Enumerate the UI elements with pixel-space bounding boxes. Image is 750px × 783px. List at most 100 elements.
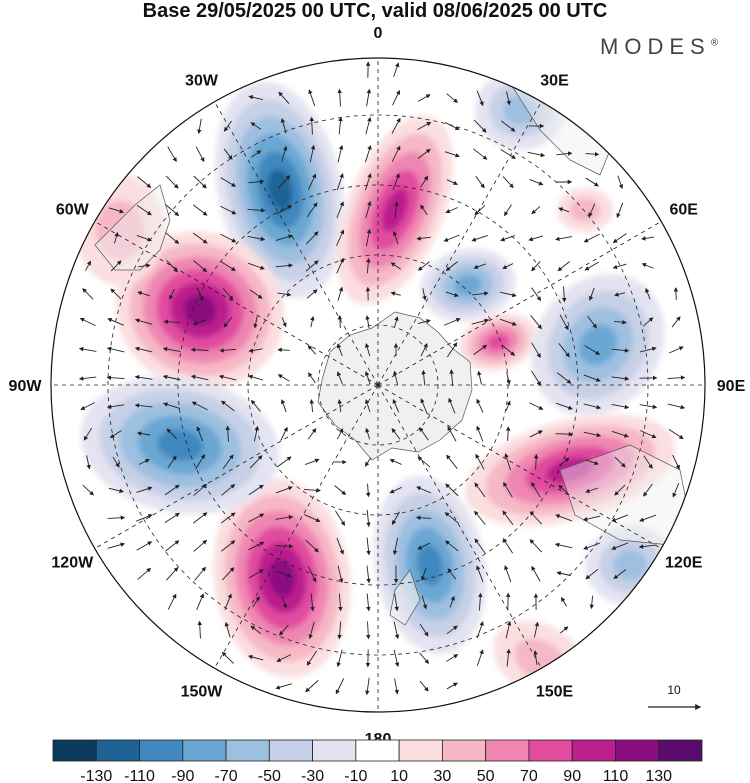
- wind-vector-arrow: [223, 120, 232, 132]
- wind-vector-arrow: [365, 399, 371, 413]
- colorbar-tick-label: 10: [390, 768, 408, 783]
- wind-vector-arrow: [588, 203, 596, 218]
- wind-vector-arrow: [82, 484, 94, 496]
- wind-vector-arrow: [306, 650, 318, 666]
- colorbar-tick-label: 130: [645, 768, 672, 783]
- wind-vector-arrow: [251, 399, 261, 412]
- wind-vector-arrow: [472, 291, 489, 296]
- wind-vector-arrow: [305, 680, 319, 693]
- wind-vector-arrow: [195, 146, 205, 163]
- wind-vector-arrow: [472, 148, 488, 160]
- wind-vector-arrow: [305, 231, 319, 245]
- wind-vector-arrow: [162, 346, 181, 352]
- wind-vector-arrow: [559, 626, 569, 634]
- wind-vector-arrow: [583, 403, 602, 410]
- wind-vector-arrow: [165, 204, 180, 217]
- wind-vector-arrow: [310, 315, 315, 328]
- wind-vector-arrow: [365, 116, 372, 135]
- colorbar-tick-label: 110: [603, 768, 629, 783]
- wind-vector-arrow: [446, 93, 459, 103]
- wind-vector-arrow: [419, 427, 429, 441]
- wind-vector-arrow: [224, 593, 232, 610]
- south-america-landmass: [94, 184, 171, 271]
- wind-vector-arrow: [250, 625, 262, 635]
- wind-vector-arrow: [419, 680, 429, 692]
- wind-vector-arrow: [276, 654, 292, 662]
- meridian-line: [214, 384, 379, 669]
- wind-vector-arrow: [106, 346, 125, 353]
- wind-vector-arrow: [220, 205, 237, 215]
- wind-vector-arrow: [249, 455, 263, 469]
- wind-vector-arrow: [558, 484, 570, 495]
- wind-vector-arrow: [108, 207, 125, 214]
- colorbar-swatch: [139, 739, 184, 762]
- wind-vector-arrow: [585, 177, 599, 187]
- wind-vector-arrow: [474, 205, 486, 216]
- wind-vector-arrow: [163, 402, 181, 410]
- colorbar-swatch: [182, 739, 227, 762]
- wind-vector-arrow: [555, 236, 573, 242]
- colorbar-tick-label: -50: [258, 768, 281, 783]
- wind-vector-arrow: [533, 453, 539, 470]
- wind-vector-arrow: [420, 567, 427, 581]
- wind-vector-arrow: [417, 94, 431, 102]
- wind-vector-arrow: [583, 431, 602, 438]
- wind-vector-arrow: [531, 287, 542, 302]
- wind-vector-arrow: [106, 375, 125, 380]
- wind-vector-arrow: [504, 565, 512, 583]
- wind-vector-arrow: [640, 346, 657, 353]
- colorbar-swatch: [441, 739, 487, 762]
- wind-vector-arrow: [336, 371, 343, 385]
- wind-vector-arrow: [195, 454, 205, 470]
- wind-vector-arrow: [134, 346, 153, 353]
- wind-vector-arrow: [583, 542, 601, 550]
- wind-vector-arrow: [392, 89, 400, 106]
- longitude-label: 30E: [540, 72, 569, 89]
- wind-vector-arrow: [248, 513, 265, 523]
- wind-vector-arrow: [167, 593, 177, 610]
- wind-vector-arrow: [444, 151, 460, 158]
- wind-vector-arrow: [219, 348, 236, 353]
- wind-vector-arrow: [193, 175, 207, 189]
- wind-vector-arrow: [643, 483, 653, 497]
- wind-vector-arrow: [589, 595, 595, 610]
- wind-vector-arrow: [309, 144, 316, 163]
- wind-vector-arrow: [583, 233, 600, 243]
- wind-vector-arrow: [253, 425, 260, 442]
- wind-vector-arrow: [166, 428, 178, 440]
- wind-vector-arrow: [419, 652, 430, 664]
- wind-vector-arrow: [134, 403, 153, 408]
- wind-vector-arrow: [277, 347, 290, 353]
- wind-vector-arrow: [390, 291, 401, 296]
- colorbar-swatch: [528, 739, 573, 762]
- wind-vector-arrow: [672, 483, 680, 498]
- wind-vector-arrow: [134, 374, 153, 380]
- wind-vector-arrow: [613, 569, 627, 580]
- wind-vector-arrow: [114, 231, 119, 244]
- wind-vector-arrow: [612, 263, 627, 270]
- wind-vector-arrow: [365, 677, 370, 696]
- wind-vector-arrow: [336, 649, 343, 668]
- wind-vector-arrow: [337, 399, 342, 413]
- wind-vector-arrow: [531, 261, 541, 272]
- wind-vector-arrow: [476, 90, 484, 107]
- wind-vector-arrow: [502, 176, 514, 189]
- wind-vector-arrow: [250, 122, 261, 130]
- wind-vector-arrow: [641, 263, 654, 269]
- wind-vector-arrow: [249, 289, 263, 299]
- latitude-circle: [107, 114, 649, 656]
- wind-vector-arrow: [280, 426, 288, 441]
- wind-vector-arrow: [196, 287, 204, 301]
- wind-vector-arrow: [336, 201, 344, 219]
- wind-vector-arrow: [562, 286, 567, 303]
- longitude-label: 120W: [51, 555, 94, 572]
- wind-vector-arrow: [476, 565, 484, 583]
- wind-vector-arrow: [614, 456, 626, 468]
- wind-vector-arrow: [394, 593, 399, 612]
- meridian-line: [94, 384, 379, 549]
- wind-vector-arrow: [221, 567, 235, 581]
- wind-vector-arrow: [110, 288, 122, 300]
- wind-vector-arrow: [643, 455, 653, 469]
- wind-vector-arrow: [505, 620, 512, 639]
- wind-vector-arrow: [477, 370, 482, 385]
